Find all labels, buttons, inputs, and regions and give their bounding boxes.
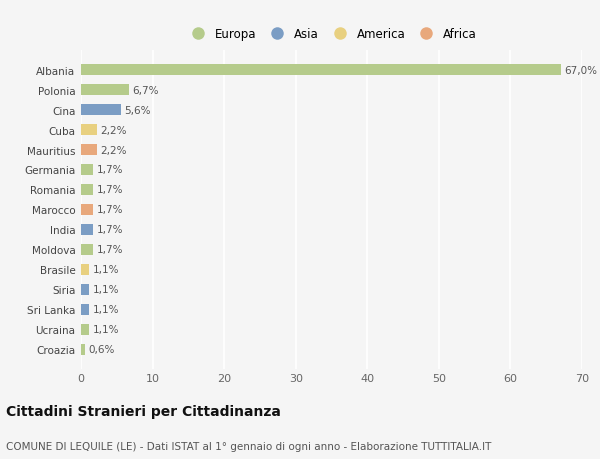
Text: 1,7%: 1,7% (97, 245, 123, 255)
Bar (81, 165, 93, 176)
Bar (81, 185, 93, 196)
Text: 1,1%: 1,1% (92, 265, 119, 275)
Text: 1,1%: 1,1% (92, 325, 119, 335)
Text: 0,6%: 0,6% (89, 345, 115, 354)
Bar (81, 224, 93, 235)
Bar (81, 284, 89, 295)
Text: 2,2%: 2,2% (100, 145, 127, 155)
Text: 1,1%: 1,1% (92, 285, 119, 295)
Text: 6,7%: 6,7% (133, 85, 159, 95)
Text: 1,7%: 1,7% (97, 225, 123, 235)
Bar (81, 125, 97, 136)
Bar (81, 105, 121, 116)
Text: 1,7%: 1,7% (97, 185, 123, 195)
Bar (81, 65, 560, 76)
Bar (81, 264, 89, 275)
Text: 5,6%: 5,6% (125, 106, 151, 115)
Bar (81, 244, 93, 255)
Bar (81, 304, 89, 315)
Bar (81, 205, 93, 215)
Bar (81, 324, 89, 335)
Text: COMUNE DI LEQUILE (LE) - Dati ISTAT al 1° gennaio di ogni anno - Elaborazione TU: COMUNE DI LEQUILE (LE) - Dati ISTAT al 1… (6, 441, 491, 451)
Text: 1,7%: 1,7% (97, 205, 123, 215)
Text: 1,7%: 1,7% (97, 165, 123, 175)
Legend: Europa, Asia, America, Africa: Europa, Asia, America, Africa (183, 24, 480, 45)
Bar (81, 145, 97, 156)
Bar (81, 344, 85, 355)
Text: 1,1%: 1,1% (92, 305, 119, 314)
Text: 67,0%: 67,0% (564, 66, 597, 75)
Text: Cittadini Stranieri per Cittadinanza: Cittadini Stranieri per Cittadinanza (6, 404, 281, 419)
Bar (81, 85, 129, 96)
Text: 2,2%: 2,2% (100, 125, 127, 135)
